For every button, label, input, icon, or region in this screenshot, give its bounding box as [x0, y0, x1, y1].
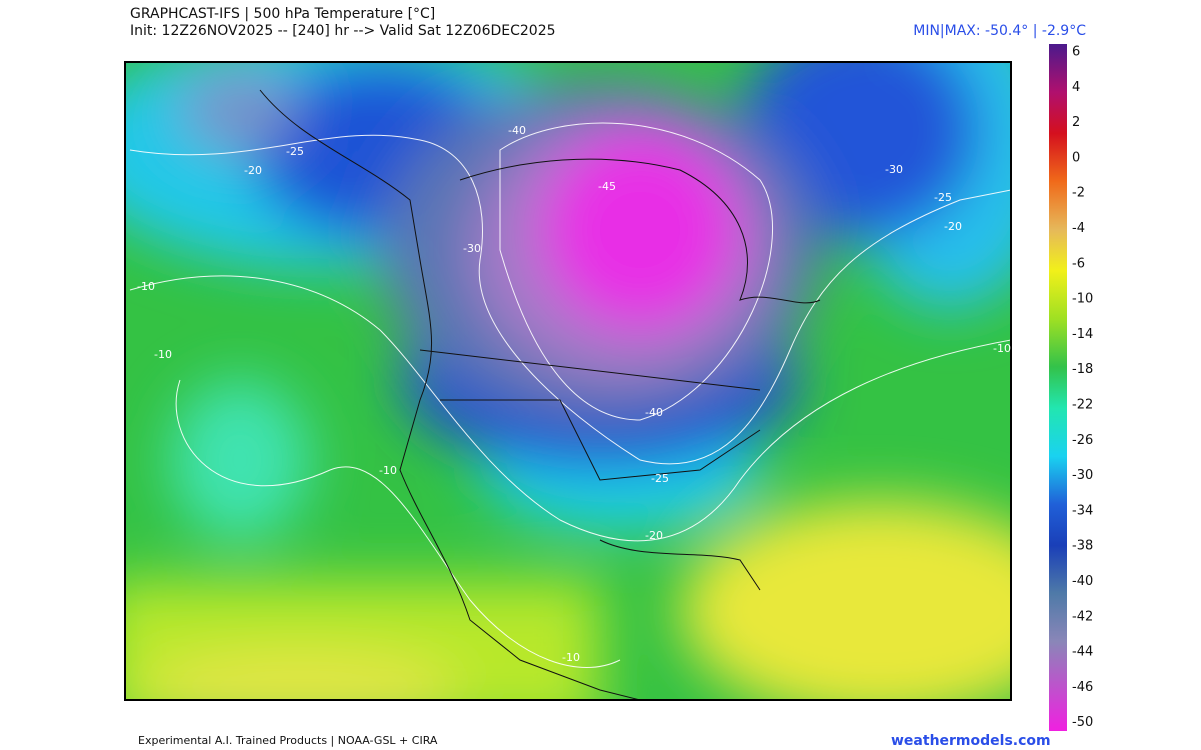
colorbar-label: -42: [1072, 609, 1093, 624]
contour-label: -20: [944, 220, 962, 233]
contour-label: -10: [993, 342, 1011, 355]
colorbar-label: -4: [1072, 221, 1085, 236]
colorbar-label: -14: [1072, 327, 1093, 342]
colorbar-label: -40: [1072, 574, 1093, 589]
colorbar-label: 0: [1072, 150, 1080, 165]
colorbar-label: -18: [1072, 362, 1093, 377]
contour-label: -10: [562, 651, 580, 664]
contour-label: -20: [645, 529, 663, 542]
colorbar: [1049, 44, 1067, 731]
colorbar-label: -34: [1072, 503, 1093, 518]
contour-label: -30: [463, 242, 481, 255]
colorbar-label: 2: [1072, 115, 1080, 130]
site[interactable]: weathermodels.com: [891, 733, 1051, 749]
colorbar-label: -38: [1072, 539, 1093, 554]
contour-label: -25: [651, 472, 669, 485]
colorbar-label: -22: [1072, 398, 1093, 413]
credit: Experimental A.I. Trained Products | NOA…: [138, 734, 438, 747]
subtitle: Init: 12Z26NOV2025 -- [240] hr --> Valid…: [130, 23, 556, 39]
contour-label: -45: [598, 180, 616, 193]
minmax: MIN|MAX: -50.4° | -2.9°C: [913, 23, 1086, 39]
map-frame: [124, 61, 1012, 701]
contour-label: -10: [379, 464, 397, 477]
colorbar-label: -30: [1072, 468, 1093, 483]
colorbar-label: -50: [1072, 715, 1093, 730]
contour-label: -10: [154, 348, 172, 361]
contour-label: -40: [508, 124, 526, 137]
colorbar-label: -10: [1072, 292, 1093, 307]
colorbar-label: -46: [1072, 680, 1093, 695]
contour-label: -30: [885, 163, 903, 176]
title: GRAPHCAST-IFS | 500 hPa Temperature [°C]: [130, 6, 435, 22]
colorbar-label: 6: [1072, 45, 1080, 60]
contour-label: -10: [137, 280, 155, 293]
colorbar-label: -44: [1072, 645, 1093, 660]
contour-label: -25: [934, 191, 952, 204]
colorbar-label: 4: [1072, 80, 1080, 95]
colorbar-label: -26: [1072, 433, 1093, 448]
contour-label: -25: [286, 145, 304, 158]
map: [125, 62, 1011, 700]
contour-label: -40: [645, 406, 663, 419]
colorbar-label: -2: [1072, 186, 1085, 201]
contour-label: -20: [244, 164, 262, 177]
colorbar-label: -6: [1072, 256, 1085, 271]
